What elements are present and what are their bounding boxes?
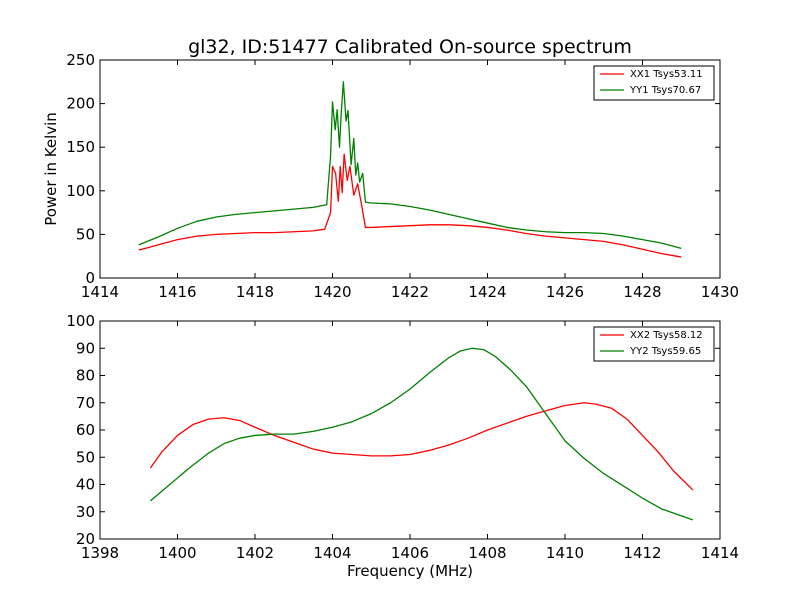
bottom-x-tick-label: 1400	[158, 544, 196, 562]
top-y-tick-label: 50	[76, 225, 95, 243]
top-y-tick-label: 250	[66, 51, 95, 69]
bottom-x-tick-label: 1412	[623, 544, 661, 562]
bottom-x-tick-label: 1408	[468, 544, 506, 562]
bottom-y-tick-label: 50	[76, 448, 95, 466]
bottom-legend-label-xx2: XX2 Tsys58.12	[630, 330, 703, 341]
top-legend-box	[593, 65, 715, 101]
figure-title: gl32, ID:51477 Calibrated On-source spec…	[188, 36, 632, 58]
bottom-legend-label-yy2: YY2 Tsys59.65	[629, 346, 701, 357]
bottom-legend: XX2 Tsys58.12 YY2 Tsys59.65	[593, 326, 715, 362]
bottom-x-tick-label: 1414	[701, 544, 739, 562]
bottom-x-tick-label: 1402	[236, 544, 274, 562]
bottom-x-tick-label: 1404	[313, 544, 351, 562]
bottom-x-axis-label: Frequency (MHz)	[347, 562, 473, 580]
bottom-ticks-layer: 1398 1400 1402 1404 1406 1408 1410 1412 1414 20 30…	[66, 312, 739, 562]
top-ticks-layer: 1414 1416 1418 1420 1422 1424 1426 1428 1430 0 50 1…	[66, 51, 739, 301]
bottom-y-tick-label: 20	[76, 530, 95, 548]
bottom-y-tick-label: 80	[76, 367, 95, 385]
top-legend-label-yy1: YY1 Tsys70.67	[629, 85, 701, 96]
top-y-tick-label: 200	[66, 95, 95, 113]
top-x-tick-label: 1414	[81, 283, 119, 301]
top-y-tick-label: 0	[85, 269, 95, 287]
bottom-x-tick-label: 1398	[81, 544, 119, 562]
bottom-x-tick-label: 1410	[546, 544, 584, 562]
top-series-line-0	[138, 153, 682, 258]
bottom-y-tick-label: 90	[76, 339, 95, 357]
bottom-y-tick-label: 30	[76, 503, 95, 521]
bottom-y-tick-label: 100	[66, 312, 95, 330]
bottom-panel: 1398 1400 1402 1404 1406 1408 1410 1412 1414 20 30…	[66, 312, 739, 580]
bottom-y-tick-label: 60	[76, 421, 95, 439]
bottom-series-line-1	[149, 347, 694, 521]
top-panel: 1414 1416 1418 1420 1422 1424 1426 1428 1430 0 50 1…	[42, 51, 739, 301]
top-series-layer	[138, 81, 682, 258]
bottom-legend-box	[593, 326, 715, 362]
bottom-x-tick-label: 1406	[391, 544, 429, 562]
top-x-tick-label: 1420	[313, 283, 351, 301]
top-y-tick-label: 100	[66, 182, 95, 200]
top-x-tick-label: 1424	[468, 283, 506, 301]
top-legend: XX1 Tsys53.11 YY1 Tsys70.67	[593, 65, 715, 101]
top-legend-label-xx1: XX1 Tsys53.11	[630, 69, 703, 80]
top-x-tick-label: 1422	[391, 283, 429, 301]
top-series-line-1	[138, 81, 682, 249]
bottom-y-tick-label: 70	[76, 394, 95, 412]
top-x-tick-label: 1426	[546, 283, 584, 301]
top-y-axis-label: Power in Kelvin	[42, 112, 60, 226]
bottom-y-tick-label: 40	[76, 476, 95, 494]
top-x-tick-label: 1430	[701, 283, 739, 301]
top-x-tick-label: 1416	[158, 283, 196, 301]
bottom-series-line-0	[149, 402, 694, 491]
top-y-tick-label: 150	[66, 138, 95, 156]
top-x-tick-label: 1418	[236, 283, 274, 301]
bottom-series-layer	[149, 347, 694, 521]
top-x-tick-label: 1428	[623, 283, 661, 301]
